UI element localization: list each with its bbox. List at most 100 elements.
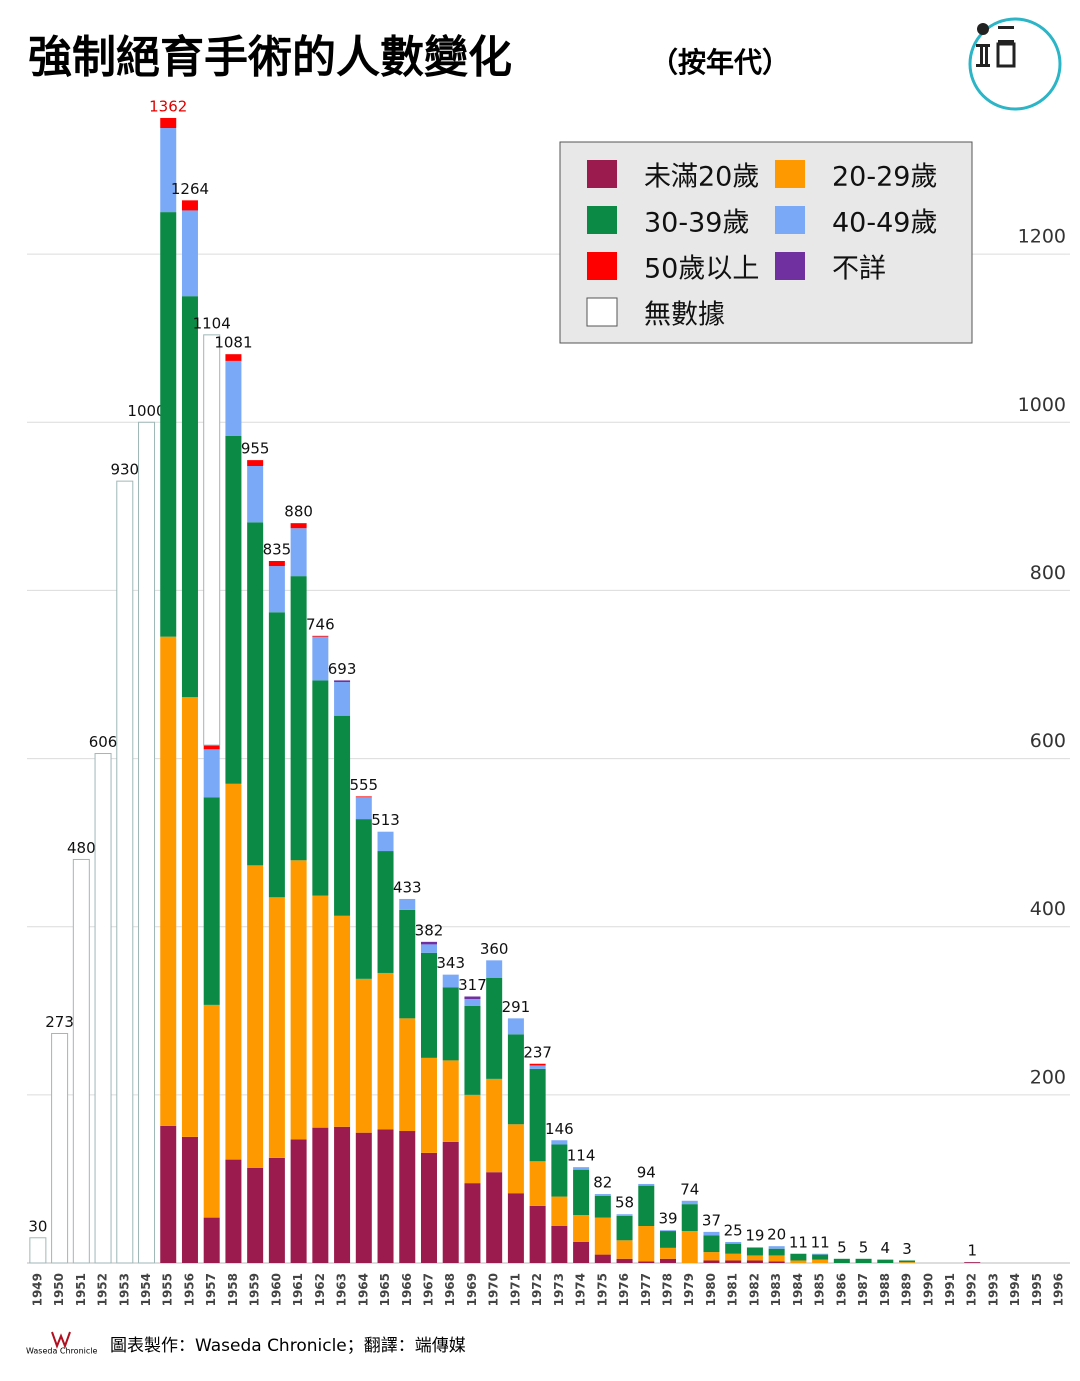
bar-segment [268, 1157, 285, 1263]
y-tick-label: 600 [1030, 730, 1066, 752]
bar-segment [768, 1261, 785, 1263]
x-tick-label: 1978 [661, 1273, 675, 1306]
bar-segment [638, 1226, 655, 1262]
chart-subtitle: （按年代） [650, 46, 790, 79]
total-label: 11 [789, 1233, 808, 1251]
bar-segment [355, 796, 372, 798]
bar-segment [225, 783, 242, 1160]
bar-segment [268, 897, 285, 1158]
bar-segment [203, 797, 220, 1005]
bar-segment [660, 1230, 677, 1232]
bar-segment [573, 1169, 590, 1216]
bar-segment [355, 1132, 372, 1263]
x-tick-label: 1952 [96, 1273, 110, 1306]
x-tick-label: 1985 [813, 1273, 827, 1306]
bar-segment [160, 636, 177, 1126]
total-label: 606 [89, 733, 118, 751]
x-tick-label: 1984 [791, 1273, 805, 1306]
x-tick-label: 1995 [1030, 1273, 1044, 1306]
bar-segment [529, 1068, 546, 1162]
legend-label: 20-29歲 [832, 162, 937, 193]
bar-segment [660, 1258, 677, 1263]
logo [968, 17, 1062, 111]
x-tick-label: 1964 [356, 1273, 370, 1306]
bar-segment [768, 1255, 785, 1262]
total-label: 1 [967, 1242, 977, 1260]
bar-segment [399, 1131, 416, 1263]
legend-label: 50歲以上 [644, 254, 759, 285]
bar-segment [594, 1194, 611, 1196]
x-tick-label: 1953 [117, 1273, 131, 1306]
total-label: 746 [306, 615, 335, 633]
bar-segment [442, 974, 459, 988]
total-label: 382 [415, 921, 444, 939]
bar-segment [507, 1034, 524, 1125]
bar-segment [181, 1136, 198, 1263]
legend-swatch [587, 252, 617, 280]
x-tick-label: 1950 [52, 1273, 66, 1306]
bar-segment [420, 1057, 437, 1153]
bar-segment [529, 1063, 546, 1066]
bar-segment [464, 1183, 481, 1263]
bar-segment [681, 1200, 698, 1205]
bar-segment [877, 1259, 894, 1263]
bar-segment [247, 522, 264, 866]
total-label: 94 [637, 1163, 656, 1181]
total-label: 1264 [171, 180, 209, 198]
x-tick-label: 1949 [30, 1273, 44, 1306]
bar-segment [442, 1060, 459, 1142]
bar-segment [420, 941, 437, 945]
bar-segment [355, 797, 372, 820]
bar-segment [464, 1005, 481, 1095]
total-label: 433 [393, 878, 422, 896]
legend-label: 無數據 [644, 300, 725, 331]
x-tick-label: 1981 [726, 1273, 740, 1306]
bar-segment [486, 1078, 503, 1173]
bar-segment [964, 1262, 981, 1263]
y-tick-label: 400 [1030, 898, 1066, 920]
bar-segment [725, 1243, 742, 1254]
y-tick-label: 200 [1030, 1066, 1066, 1088]
bar-segment [290, 1139, 307, 1263]
x-tick-label: 1951 [74, 1273, 88, 1306]
bar-segment [768, 1246, 785, 1249]
bar-segment [399, 898, 416, 910]
bar-segment [420, 944, 437, 953]
bar-segment [181, 210, 198, 297]
bar-segment [681, 1204, 698, 1232]
bar-segment [507, 1193, 524, 1263]
total-label: 37 [702, 1211, 721, 1229]
bar-segment [746, 1260, 763, 1263]
x-tick-label: 1960 [269, 1273, 283, 1306]
total-label: 4 [881, 1239, 891, 1257]
source: 圖表製作：Waseda Chronicle；翻譯：端傳媒 [110, 1336, 466, 1356]
bar-segment [181, 697, 198, 1137]
legend-swatch [587, 206, 617, 234]
bar-segment [377, 972, 394, 1130]
total-label: 1104 [193, 314, 231, 332]
bar-segment [225, 354, 242, 361]
bar-segment [51, 1032, 69, 1264]
y-tick-label: 1200 [1018, 226, 1066, 248]
bar-segment [616, 1240, 633, 1259]
bar-segment [160, 212, 177, 637]
bar-segment [160, 128, 177, 213]
bar-segment [312, 1127, 329, 1263]
x-tick-label: 1990 [921, 1273, 935, 1306]
logo-text: Waseda Chronicle [26, 1347, 97, 1356]
legend-swatch [587, 160, 617, 188]
y-tick-label: 1000 [1018, 394, 1066, 416]
x-tick-label: 1980 [704, 1273, 718, 1306]
legend-swatch [775, 160, 805, 188]
bar-segment [268, 566, 285, 613]
bar-segment [703, 1252, 720, 1261]
total-label: 19 [745, 1227, 764, 1245]
legend-label: 40-49歲 [832, 208, 937, 239]
x-tick-label: 1968 [443, 1273, 457, 1306]
bar-segment [573, 1167, 590, 1170]
x-tick-label: 1958 [226, 1273, 240, 1306]
bar-segment [507, 1124, 524, 1194]
total-label: 11 [811, 1233, 830, 1251]
x-tick-label: 1976 [617, 1273, 631, 1306]
